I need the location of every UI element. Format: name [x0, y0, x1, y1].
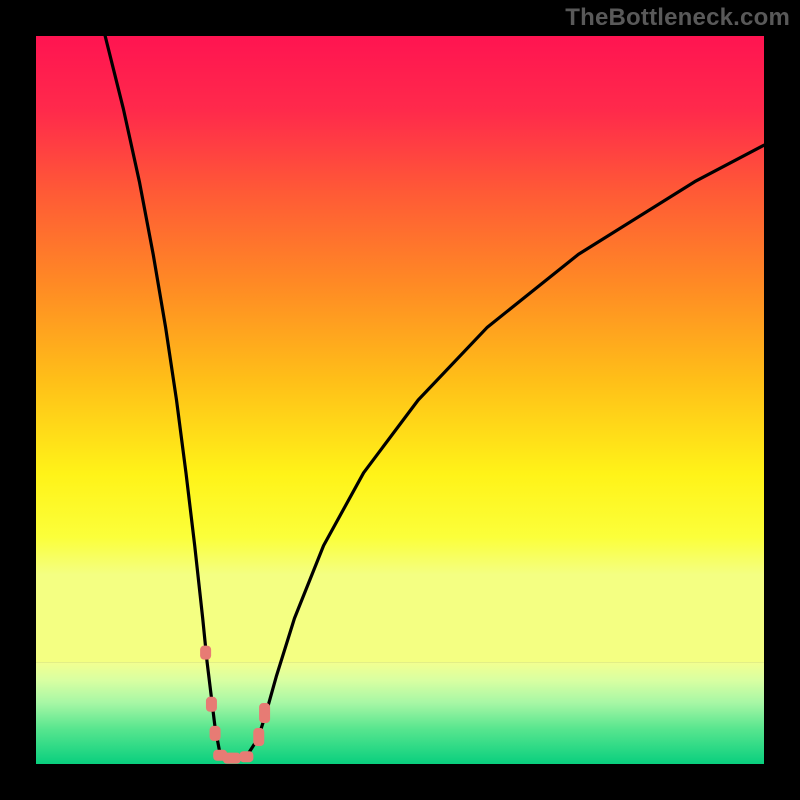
chart-svg: [0, 0, 800, 800]
data-marker: [259, 703, 270, 723]
data-marker: [210, 726, 221, 741]
data-marker: [200, 646, 211, 660]
data-marker: [223, 753, 241, 764]
watermark-text: TheBottleneck.com: [565, 4, 790, 32]
green-band: [36, 662, 764, 764]
chart-stage: TheBottleneck.com: [0, 0, 800, 800]
plot-background: [36, 36, 764, 662]
data-marker: [239, 751, 253, 762]
data-marker: [253, 728, 264, 746]
data-marker: [206, 697, 217, 712]
